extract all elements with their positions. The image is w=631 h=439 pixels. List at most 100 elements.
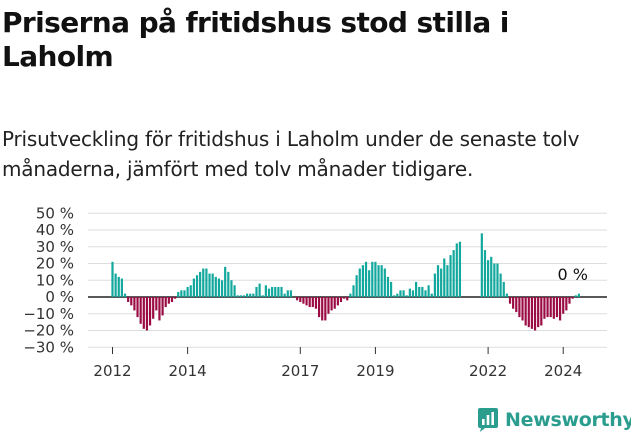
bar — [283, 293, 286, 297]
bar — [562, 297, 565, 314]
bar — [170, 297, 174, 303]
bar — [565, 297, 568, 311]
bar — [302, 297, 305, 304]
bar — [167, 297, 170, 304]
y-axis-tick-labels: −30 %−20 %−10 %0 %10 %20 %30 %40 %50 % — [23, 204, 74, 356]
bar — [374, 261, 377, 297]
bar — [258, 283, 261, 297]
bar — [368, 270, 371, 297]
bar — [205, 268, 208, 298]
bar — [349, 293, 352, 297]
bar — [202, 268, 205, 298]
bar — [305, 297, 308, 306]
bar — [152, 297, 155, 319]
bar — [136, 297, 139, 318]
bar — [505, 293, 508, 297]
bar — [527, 297, 530, 328]
bar — [346, 297, 349, 301]
bar — [383, 268, 386, 298]
bar — [524, 297, 527, 326]
bars — [111, 233, 580, 331]
bar — [333, 297, 336, 309]
bar — [405, 295, 408, 298]
bar — [164, 297, 167, 308]
bar — [380, 265, 383, 297]
bar — [330, 297, 333, 311]
bar — [574, 295, 577, 298]
bar — [358, 268, 361, 298]
y-tick-label: 0 % — [45, 288, 74, 306]
bar — [230, 280, 233, 297]
bar — [480, 233, 483, 297]
bar — [530, 297, 534, 329]
bar — [120, 278, 123, 298]
brand-name: Newsworthy — [505, 409, 631, 431]
bar — [418, 286, 421, 297]
bar — [549, 297, 552, 318]
bar — [377, 265, 380, 297]
bar — [174, 297, 177, 299]
bar — [446, 265, 449, 297]
bar — [552, 297, 555, 319]
bar — [355, 275, 358, 297]
bar — [148, 297, 152, 326]
bar — [186, 286, 189, 297]
bar — [521, 297, 524, 321]
bar — [493, 263, 496, 297]
bar — [502, 281, 505, 297]
bar — [189, 285, 192, 297]
bar-chart: −30 %−20 %−10 %0 %10 %20 %30 %40 %50 % 2… — [23, 204, 607, 380]
bar — [139, 297, 142, 324]
bar — [408, 288, 411, 298]
y-tick-label: −20 % — [23, 322, 74, 340]
y-tick-label: 40 % — [36, 221, 74, 239]
bar — [299, 297, 302, 303]
bar — [111, 261, 114, 297]
bar — [314, 297, 318, 309]
bar — [114, 273, 117, 297]
bar — [415, 281, 418, 297]
bar — [336, 297, 339, 306]
bar — [371, 261, 374, 297]
bar — [449, 255, 452, 298]
bar — [396, 293, 399, 297]
bar — [142, 297, 145, 329]
x-tick-label: 2012 — [93, 362, 131, 380]
bar — [264, 285, 267, 297]
bar — [443, 258, 446, 297]
bar — [145, 297, 149, 331]
bar — [199, 271, 202, 298]
bar — [249, 293, 252, 297]
bar — [490, 256, 493, 297]
bar — [568, 297, 571, 304]
bar — [211, 273, 214, 297]
bar — [183, 290, 186, 297]
bar — [343, 297, 346, 299]
bar — [127, 297, 130, 303]
bar — [242, 295, 246, 298]
chart-subtitle: Prisutveckling för fritidshus i Laholm u… — [2, 127, 580, 181]
annotations: 0 % — [558, 265, 588, 284]
bar — [227, 271, 230, 298]
bar — [296, 297, 299, 301]
x-axis-ticks: 2012 2014 2017 2019 2022 2024 — [93, 347, 582, 380]
bar — [433, 273, 436, 297]
bar — [339, 297, 343, 303]
bar — [324, 297, 327, 321]
bar — [180, 290, 183, 297]
bar — [402, 290, 405, 297]
bar — [277, 286, 280, 297]
bar — [386, 276, 390, 297]
bar — [208, 273, 211, 297]
bar — [540, 297, 543, 326]
bar — [518, 297, 521, 318]
x-tick-label: 2024 — [544, 362, 582, 380]
bar — [546, 297, 549, 318]
bar — [224, 266, 227, 297]
bar — [512, 297, 515, 309]
bar — [515, 297, 518, 313]
bar — [192, 278, 195, 298]
bar — [393, 295, 396, 298]
bar — [217, 278, 221, 298]
bar — [161, 297, 164, 316]
